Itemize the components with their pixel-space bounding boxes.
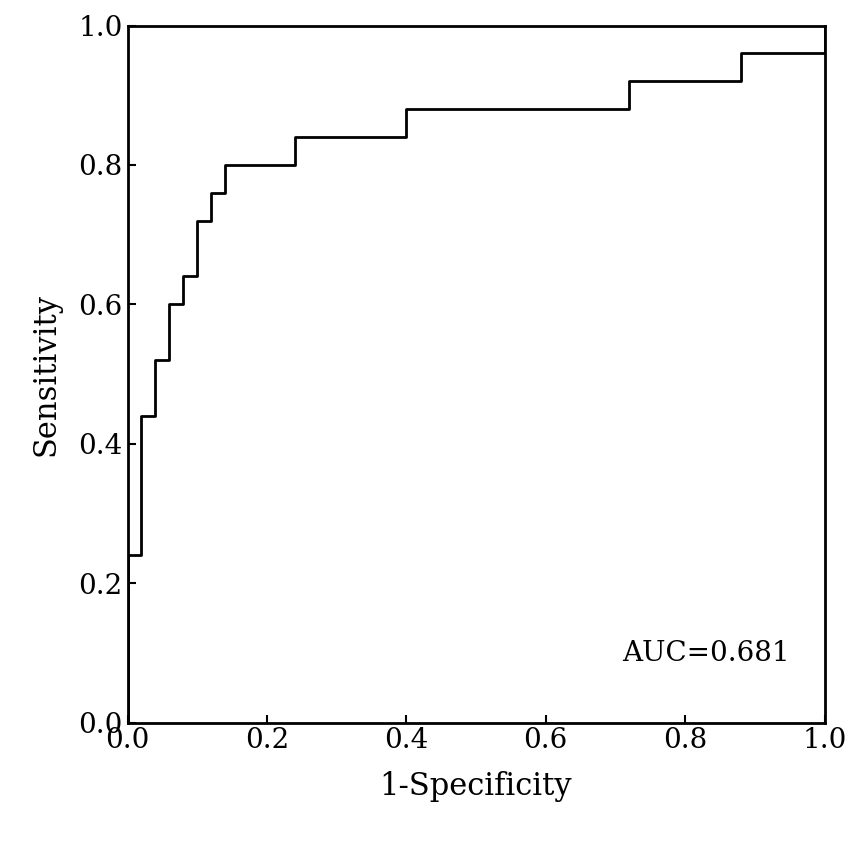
Text: AUC=0.681: AUC=0.681 — [622, 640, 790, 666]
X-axis label: 1-Specificity: 1-Specificity — [380, 771, 572, 802]
Y-axis label: Sensitivity: Sensitivity — [31, 292, 61, 456]
